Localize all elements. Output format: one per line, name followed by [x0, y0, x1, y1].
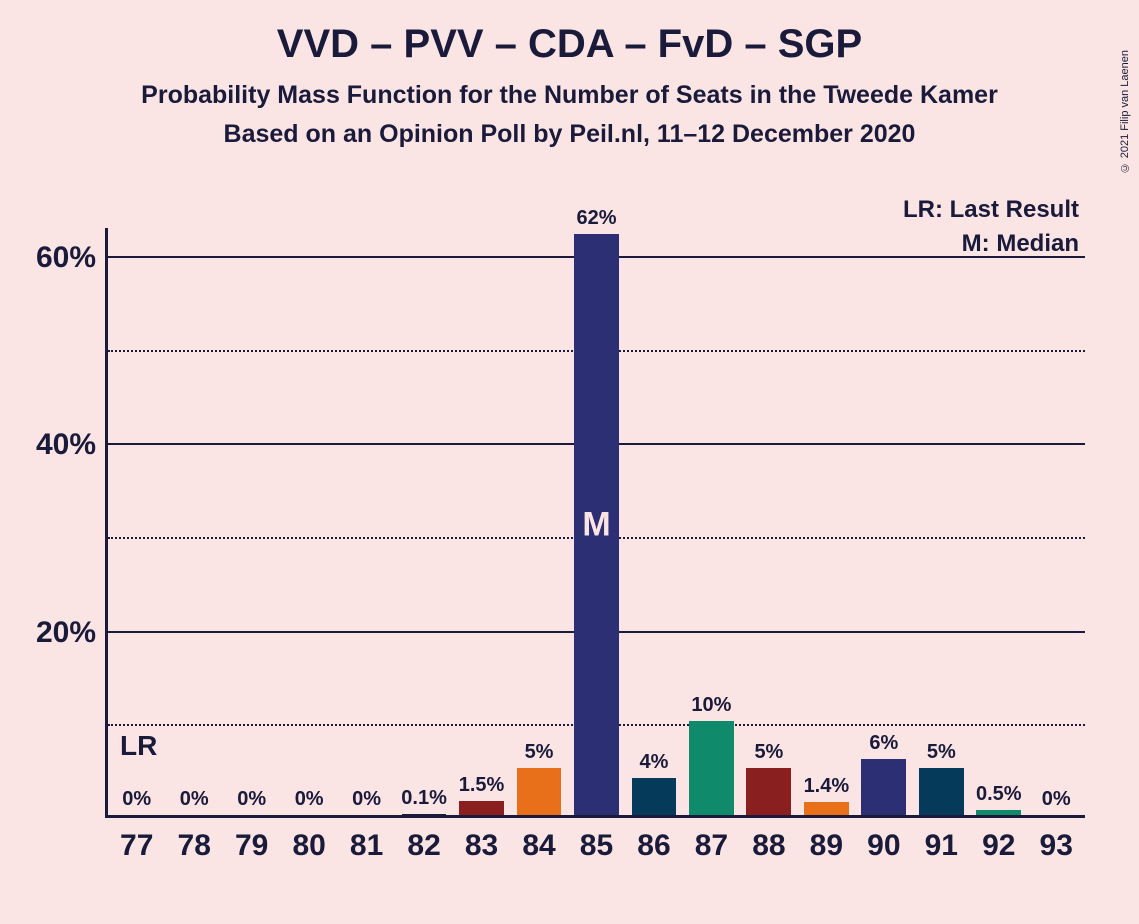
bar-slot: 0%79	[223, 228, 280, 815]
bar-value-label: 1.4%	[804, 775, 850, 798]
bar-value-label: 62%	[576, 207, 616, 230]
x-axis-label: 90	[867, 829, 900, 863]
x-axis-label: 93	[1040, 829, 1073, 863]
x-axis-label: 77	[120, 829, 153, 863]
bar-slot: 0%80	[280, 228, 337, 815]
bar-slot: 62%M85	[568, 228, 625, 815]
x-axis-label: 86	[637, 829, 670, 863]
bar-value-label: 0%	[237, 788, 266, 811]
bar: 1.5%	[459, 801, 504, 815]
bar: 0.5%	[976, 810, 1021, 815]
bar-slot: 0.5%92	[970, 228, 1027, 815]
y-axis-label: 20%	[36, 616, 96, 650]
last-result-annotation: LR	[120, 730, 157, 762]
legend-median: M: Median	[962, 230, 1079, 258]
bar-value-label: 6%	[869, 732, 898, 755]
legend-last-result: LR: Last Result	[903, 196, 1079, 224]
chart-title: VVD – PVV – CDA – FvD – SGP	[0, 22, 1139, 67]
bar-slot: 5%91	[913, 228, 970, 815]
plot-region: 20%40%60% 0%770%780%790%800%810.1%821.5%…	[105, 228, 1085, 818]
x-axis-label: 82	[407, 829, 440, 863]
bar-slot: 0.1%82	[395, 228, 452, 815]
bar: 0.1%	[402, 814, 447, 815]
bar-slot: 5%88	[740, 228, 797, 815]
chart-subtitle-2: Based on an Opinion Poll by Peil.nl, 11–…	[0, 120, 1139, 149]
title-block: VVD – PVV – CDA – FvD – SGP Probability …	[0, 0, 1139, 149]
bar-slot: 0%77	[108, 228, 165, 815]
bar-value-label: 1.5%	[459, 774, 505, 797]
x-axis-label: 88	[752, 829, 785, 863]
x-axis-label: 78	[178, 829, 211, 863]
x-axis-label: 81	[350, 829, 383, 863]
bar-value-label: 0%	[352, 788, 381, 811]
bar-value-label: 0%	[1042, 788, 1071, 811]
median-marker: M	[582, 505, 610, 544]
bar-slot: 10%87	[683, 228, 740, 815]
x-axis-label: 79	[235, 829, 268, 863]
bar-value-label: 5%	[927, 741, 956, 764]
bar: 5%	[517, 768, 562, 815]
bar-value-label: 0%	[180, 788, 209, 811]
bar-slot: 5%84	[510, 228, 567, 815]
bar: 6%	[861, 759, 906, 815]
bar: 1.4%	[804, 802, 849, 815]
bar-value-label: 4%	[640, 751, 669, 774]
bar: 5%	[919, 768, 964, 815]
x-axis-label: 84	[522, 829, 555, 863]
bar-slot: 0%93	[1028, 228, 1085, 815]
bar-value-label: 0.1%	[401, 787, 447, 810]
y-axis-label: 60%	[36, 241, 96, 275]
x-axis-label: 87	[695, 829, 728, 863]
bar: 4%	[632, 778, 677, 815]
x-axis-label: 91	[925, 829, 958, 863]
bar-slot: 0%81	[338, 228, 395, 815]
bar-value-label: 5%	[754, 741, 783, 764]
bar: 5%	[746, 768, 791, 815]
x-axis-label: 92	[982, 829, 1015, 863]
bar-value-label: 0%	[295, 788, 324, 811]
bar: 62%M	[574, 234, 619, 815]
bar-value-label: 10%	[691, 694, 731, 717]
bar-slot: 4%86	[625, 228, 682, 815]
x-axis-label: 83	[465, 829, 498, 863]
chart-subtitle-1: Probability Mass Function for the Number…	[0, 81, 1139, 110]
x-axis-label: 85	[580, 829, 613, 863]
bars-container: 0%770%780%790%800%810.1%821.5%835%8462%M…	[108, 228, 1085, 815]
y-axis-label: 40%	[36, 428, 96, 462]
bar: 10%	[689, 721, 734, 815]
bar-slot: 1.5%83	[453, 228, 510, 815]
bar-value-label: 0%	[122, 788, 151, 811]
bar-slot: 1.4%89	[798, 228, 855, 815]
bar-slot: 6%90	[855, 228, 912, 815]
bar-value-label: 5%	[525, 741, 554, 764]
bar-value-label: 0.5%	[976, 783, 1022, 806]
chart-area: 20%40%60% 0%770%780%790%800%810.1%821.5%…	[105, 228, 1085, 818]
copyright-text: © 2021 Filip van Laenen	[1119, 50, 1131, 173]
x-axis-label: 80	[292, 829, 325, 863]
bar-slot: 0%78	[165, 228, 222, 815]
x-axis-label: 89	[810, 829, 843, 863]
